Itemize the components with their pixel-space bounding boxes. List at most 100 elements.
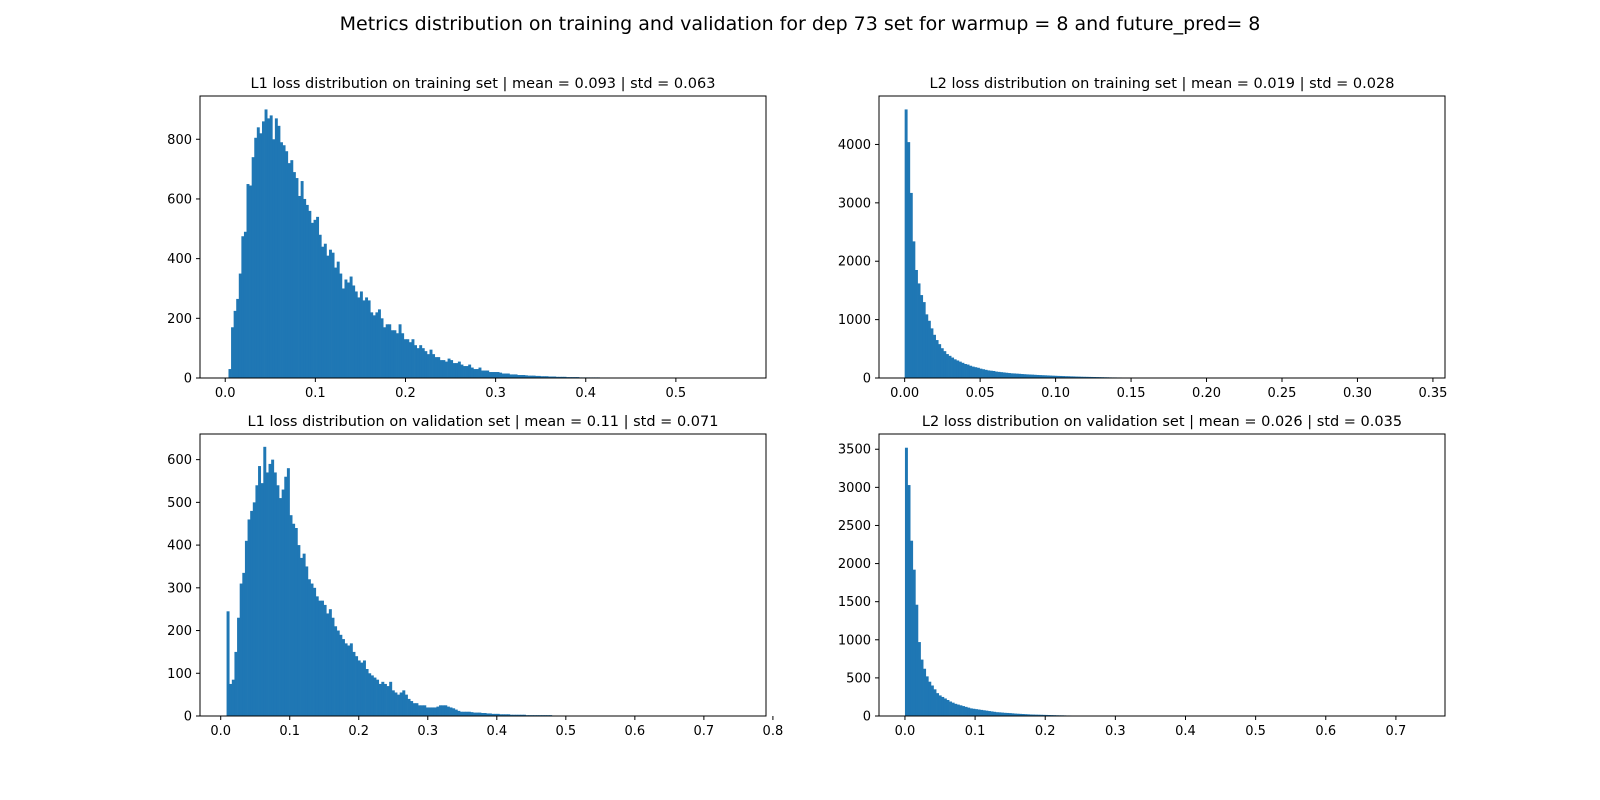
histogram-bar [522, 375, 526, 378]
histogram-bar [243, 231, 247, 378]
histogram-bar [954, 703, 958, 716]
histogram-bar [329, 249, 332, 378]
histogram-bar [321, 600, 324, 716]
histogram-bar [1077, 376, 1081, 378]
histogram-bar [328, 609, 332, 716]
histogram-bar [933, 334, 936, 378]
histogram-bar [1003, 712, 1007, 716]
axes-frame [199, 95, 767, 379]
histogram-bar [465, 366, 469, 378]
histogram-bar [420, 705, 424, 716]
histogram-bar [428, 707, 432, 716]
histogram-bar [463, 366, 466, 378]
histogram-bar [372, 315, 376, 378]
histogram-bar [396, 333, 399, 378]
histogram-bar [1021, 714, 1025, 716]
histogram-bar [292, 523, 296, 716]
histogram-bar [234, 651, 238, 716]
histogram-bar [347, 645, 351, 716]
histogram-bar [246, 184, 250, 378]
histogram-bar [936, 693, 940, 716]
histogram-bar [297, 545, 301, 716]
histogram-bar [326, 613, 330, 716]
histogram-bar [548, 376, 552, 378]
histogram-bar [402, 690, 406, 716]
histogram-bar [989, 370, 993, 378]
histogram-bar [285, 151, 289, 378]
histogram-bar [486, 370, 490, 378]
histogram-bar [310, 583, 314, 716]
y-tick-label: 1000 [838, 313, 871, 328]
y-tick-label: 1500 [838, 595, 871, 610]
histogram-bar [470, 367, 474, 378]
histogram-bar [512, 714, 516, 716]
histogram-bar [481, 370, 485, 378]
histogram-bar [244, 540, 248, 716]
histogram-bar [229, 683, 233, 716]
histogram-bar [281, 489, 285, 716]
histogram-bar [360, 662, 364, 716]
x-tick-label: 0.1 [279, 724, 300, 739]
histogram-bar [997, 371, 1001, 378]
histogram-bar [1072, 376, 1076, 378]
histogram-bar [1016, 713, 1020, 716]
histogram-bar [1046, 375, 1050, 378]
histogram-bar [294, 528, 298, 716]
histogram-bar [1008, 713, 1012, 716]
histogram-bar [315, 596, 319, 716]
histogram-bar [909, 192, 913, 378]
histogram-bar [982, 369, 986, 378]
histogram-bar [951, 357, 955, 378]
histogram-bar [318, 234, 322, 378]
histogram-bar [269, 115, 273, 379]
histogram-bar [943, 351, 947, 378]
histogram-bar [1019, 713, 1023, 716]
histogram-bar [265, 472, 269, 716]
histogram-bar [514, 374, 518, 378]
y-tick-label: 0 [863, 710, 871, 725]
histogram-bar [383, 683, 387, 716]
histogram-bar [272, 139, 276, 378]
histogram-bar [969, 708, 973, 716]
histogram-bar [1020, 374, 1024, 378]
x-tick-label: 0.8 [763, 724, 784, 739]
histogram-bar [386, 686, 390, 716]
x-tick-label: 0.3 [1105, 724, 1126, 739]
histogram-bar [305, 204, 309, 378]
histogram-bar [527, 375, 531, 378]
histogram-bar [976, 367, 980, 378]
histogram-bar [1069, 376, 1073, 378]
histogram-bar [1015, 373, 1019, 378]
histogram-bar [439, 705, 442, 716]
x-tick-label: 0.35 [1418, 386, 1447, 401]
histogram-bar [452, 708, 456, 716]
histogram-bar [1087, 376, 1091, 378]
histogram-bar [499, 714, 503, 716]
x-tick-label: 0.5 [1245, 724, 1266, 739]
histogram-bar [995, 712, 999, 716]
histogram-bar [517, 714, 521, 716]
histogram-bar [542, 376, 546, 378]
histogram-bar [545, 376, 549, 378]
histogram-bar [958, 361, 962, 378]
axes-frame [199, 433, 767, 717]
histogram-bar [349, 643, 353, 716]
histogram-bar [483, 713, 487, 716]
histogram-bar [444, 705, 448, 716]
histogram-bar [496, 713, 500, 716]
x-tick-label: 0.4 [1175, 724, 1196, 739]
histogram-bar [432, 354, 436, 378]
histogram-bar [344, 279, 348, 378]
histogram-bar [431, 707, 435, 716]
histogram-bar [1059, 375, 1063, 378]
histogram-bar [467, 711, 471, 716]
histogram-bar [339, 273, 343, 378]
histogram-bar [357, 660, 361, 716]
histogram-bar [385, 324, 389, 378]
histogram-bar [969, 365, 973, 378]
histogram-bar [261, 121, 265, 379]
histogram-bar [990, 711, 994, 716]
histogram-bar [255, 485, 259, 716]
x-tick-label: 0.15 [1117, 386, 1146, 401]
histogram-bar [308, 210, 312, 378]
